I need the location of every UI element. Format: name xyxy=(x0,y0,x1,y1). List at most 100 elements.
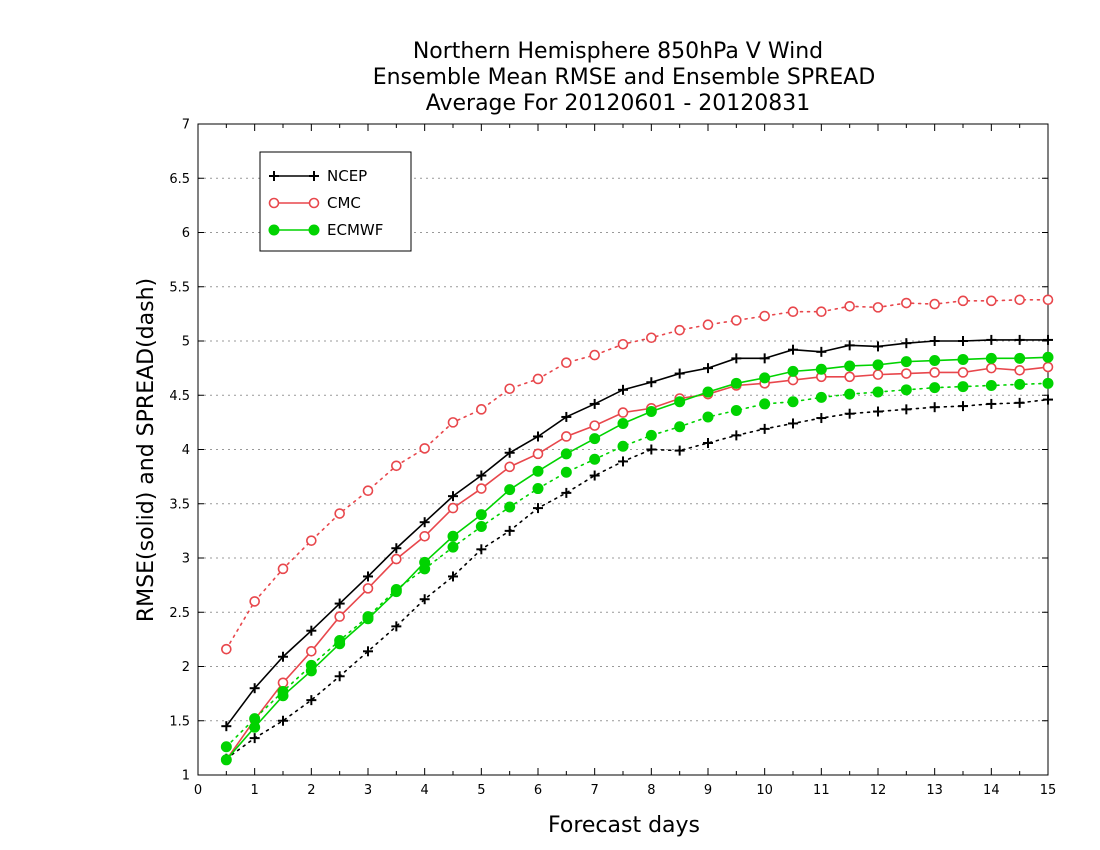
spread-point-ncep xyxy=(391,621,402,632)
spread-point-ecmwf xyxy=(447,541,459,553)
title-line-2: Ensemble Mean RMSE and Ensemble SPREAD xyxy=(373,65,876,90)
rmse-point-ecmwf xyxy=(390,586,402,598)
legend-marker-ecmwf xyxy=(308,224,320,236)
rmse-point-cmc xyxy=(617,407,629,418)
spread-point-ecmwf xyxy=(985,379,997,391)
spread-point-cmc xyxy=(844,300,855,312)
x-axis-title: Forecast days xyxy=(548,813,700,838)
rmse-point-ecmwf xyxy=(504,484,516,496)
spread-point-ncep xyxy=(901,404,912,415)
spread-point-cmc xyxy=(1014,294,1025,306)
title-line-3: Average For 20120601 - 20120831 xyxy=(426,91,811,116)
spread-line-ecmwf xyxy=(225,382,1049,748)
spread-point-cmc xyxy=(504,383,515,395)
rmse-point-ecmwf xyxy=(249,721,261,733)
spread-point-cmc xyxy=(561,357,572,369)
rmse-point-ncep xyxy=(731,353,742,364)
rmse-point-cmc xyxy=(787,374,799,386)
rmse-point-ncep xyxy=(901,338,912,349)
spread-point-cmc xyxy=(362,485,374,497)
y-tick-label: 4 xyxy=(182,443,190,458)
spread-point-cmc xyxy=(447,417,459,428)
y-tick-label: 1 xyxy=(182,769,190,784)
spread-point-ecmwf xyxy=(759,398,771,410)
y-tick-label: 1.5 xyxy=(169,714,190,729)
rmse-point-ecmwf xyxy=(787,365,799,377)
y-tick-label: 3 xyxy=(182,552,190,567)
rmse-point-ecmwf xyxy=(645,406,657,418)
rmse-point-ncep xyxy=(533,431,543,442)
x-tick-label: 14 xyxy=(983,783,1000,798)
rmse-point-ecmwf xyxy=(702,386,714,398)
rmse-point-ncep xyxy=(278,651,288,662)
spread-point-cmc xyxy=(759,310,770,322)
rmse-point-cmc xyxy=(589,420,600,431)
spread-point-ncep xyxy=(363,646,373,657)
spread-point-ncep xyxy=(1014,397,1025,408)
spread-point-ecmwf xyxy=(645,429,657,441)
legend-marker-ncep xyxy=(309,171,319,181)
spread-point-ncep xyxy=(929,402,940,413)
spread-point-ecmwf xyxy=(674,421,686,433)
spread-point-cmc xyxy=(929,298,940,310)
rmse-point-ecmwf xyxy=(730,377,742,389)
rmse-point-ecmwf xyxy=(589,433,601,445)
spread-point-ncep xyxy=(674,445,685,456)
rmse-point-cmc xyxy=(447,502,459,514)
rmse-point-ecmwf xyxy=(220,754,232,766)
rmse-point-cmc xyxy=(1014,364,1025,376)
rmse-point-cmc xyxy=(532,448,544,460)
spread-point-ncep xyxy=(476,544,487,555)
rmse-point-cmc xyxy=(504,461,515,473)
series-ecmwf xyxy=(220,351,1054,766)
rmse-point-ncep xyxy=(816,346,827,357)
legend-marker-cmc xyxy=(268,197,280,209)
legend-marker-ecmwf xyxy=(268,224,280,236)
rmse-point-cmc xyxy=(391,553,402,565)
spread-point-ecmwf xyxy=(560,466,572,478)
rmse-point-cmc xyxy=(1042,361,1054,373)
spread-point-ncep xyxy=(646,444,657,455)
rmse-point-ncep xyxy=(249,683,260,694)
rmse-point-ecmwf xyxy=(985,352,997,364)
y-tick-label: 7 xyxy=(182,118,190,133)
rmse-point-ncep xyxy=(929,336,940,346)
spread-point-ecmwf xyxy=(1014,378,1026,390)
spread-point-cmc xyxy=(391,460,402,472)
spread-point-ecmwf xyxy=(702,411,714,423)
spread-point-ncep xyxy=(1043,394,1053,405)
series-layer xyxy=(220,294,1054,766)
rmse-point-ecmwf xyxy=(957,353,969,365)
spread-point-ecmwf xyxy=(872,386,884,398)
spread-point-ecmwf xyxy=(929,382,941,394)
legend-label-ecmwf: ECMWF xyxy=(327,221,383,239)
x-tick-label: 10 xyxy=(756,783,773,798)
rmse-point-cmc xyxy=(419,530,430,542)
rmse-point-cmc xyxy=(476,483,487,494)
spread-point-ncep xyxy=(249,733,260,744)
rmse-point-cmc xyxy=(872,369,884,380)
spread-point-ecmwf xyxy=(957,381,969,393)
rmse-point-ecmwf xyxy=(815,363,827,375)
legend-box xyxy=(259,151,412,252)
spread-point-ecmwf xyxy=(220,741,232,753)
spread-point-ncep xyxy=(816,413,827,424)
rmse-point-ecmwf xyxy=(277,690,289,702)
series-cmc xyxy=(221,294,1054,766)
spread-point-cmc xyxy=(419,443,430,454)
rmse-point-ncep xyxy=(1014,334,1025,345)
legend-item-ecmwf: ECMWF xyxy=(268,221,383,239)
y-tick-labels: 1 1.5 2 2.5 3 3.5 4 4.5 5 5.5 6 6.5 7 xyxy=(169,118,190,784)
title-line-1: Northern Hemisphere 850hPa V Wind xyxy=(413,39,823,64)
spread-point-ncep xyxy=(589,470,600,481)
rmse-point-cmc xyxy=(277,677,289,689)
rmse-point-ncep xyxy=(618,384,628,395)
rmse-point-ncep xyxy=(419,517,430,528)
rmse-point-ecmwf xyxy=(844,360,856,372)
spread-point-ecmwf xyxy=(617,440,629,452)
spread-point-cmc xyxy=(589,349,600,361)
spread-point-ncep xyxy=(561,487,572,498)
y-tick-label: 3.5 xyxy=(169,497,190,512)
rmse-point-ecmwf xyxy=(1042,351,1054,363)
